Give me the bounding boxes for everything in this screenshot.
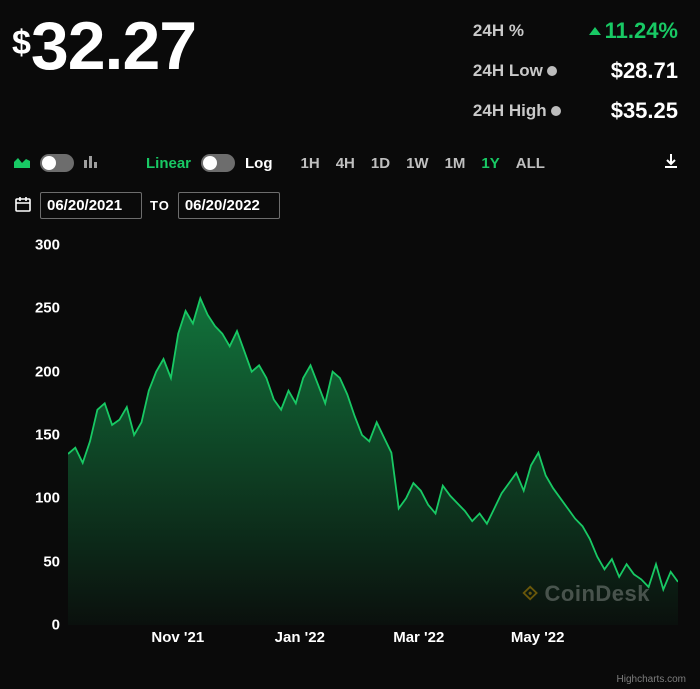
range-1y[interactable]: 1Y (481, 155, 499, 172)
range-4h[interactable]: 4H (336, 155, 355, 172)
price-stats: 24H % 11.24% 24H Low $28.71 24H High $35… (473, 18, 678, 124)
chart-toolbar: Linear Log 1H 4H 1D 1W 1M 1Y ALL (0, 124, 700, 180)
info-icon[interactable] (547, 66, 557, 76)
x-tick: May '22 (511, 629, 565, 646)
chart-x-axis: Nov '21 Jan '22 Mar '22 May '22 (68, 629, 678, 653)
calendar-icon[interactable] (14, 195, 32, 217)
y-tick: 0 (52, 617, 60, 634)
chart-credits[interactable]: Highcharts.com (617, 674, 686, 685)
price-value: 32.27 (31, 12, 196, 80)
bar-chart-icon[interactable] (84, 155, 98, 172)
current-price: $ 32.27 (12, 12, 196, 124)
chart-watermark: ⟐ CoinDesk (522, 581, 650, 607)
low-value: $28.71 (589, 58, 678, 84)
linear-scale-button[interactable]: Linear (146, 155, 191, 172)
change-label: 24H % (473, 21, 561, 41)
date-from-input[interactable]: 06/20/2021 (40, 192, 142, 219)
up-arrow-icon (589, 27, 601, 35)
chart-plot-area[interactable]: ⟐ CoinDesk (68, 245, 678, 625)
range-selector: 1H 4H 1D 1W 1M 1Y ALL (301, 155, 545, 172)
scale-toggle[interactable] (201, 154, 235, 172)
x-tick: Nov '21 (151, 629, 204, 646)
x-tick: Mar '22 (393, 629, 444, 646)
range-1w[interactable]: 1W (406, 155, 429, 172)
change-value: 11.24% (589, 18, 678, 44)
y-tick: 250 (35, 300, 60, 317)
range-1m[interactable]: 1M (445, 155, 466, 172)
date-range-row: 06/20/2021 TO 06/20/2022 (0, 180, 700, 219)
area-chart-icon[interactable] (14, 155, 30, 172)
info-icon[interactable] (551, 106, 561, 116)
currency-symbol: $ (12, 24, 31, 63)
chart-type-toggle[interactable] (40, 154, 74, 172)
download-icon[interactable] (662, 152, 680, 174)
low-label: 24H Low (473, 61, 561, 81)
high-value: $35.25 (589, 98, 678, 124)
date-to-input[interactable]: 06/20/2022 (178, 192, 280, 219)
y-tick: 50 (43, 553, 60, 570)
date-to-label: TO (150, 198, 170, 213)
chart-y-axis: 050100150200250300 (18, 245, 66, 625)
high-label: 24H High (473, 101, 561, 121)
coindesk-logo-icon: ⟐ (522, 583, 538, 606)
y-tick: 150 (35, 427, 60, 444)
y-tick: 100 (35, 490, 60, 507)
range-all[interactable]: ALL (516, 155, 545, 172)
y-tick: 200 (35, 363, 60, 380)
range-1h[interactable]: 1H (301, 155, 320, 172)
range-1d[interactable]: 1D (371, 155, 390, 172)
x-tick: Jan '22 (275, 629, 325, 646)
price-chart: 050100150200250300 ⟐ CoinDesk Nov '21Jan… (10, 245, 690, 665)
log-scale-button[interactable]: Log (245, 155, 273, 172)
y-tick: 300 (35, 237, 60, 254)
